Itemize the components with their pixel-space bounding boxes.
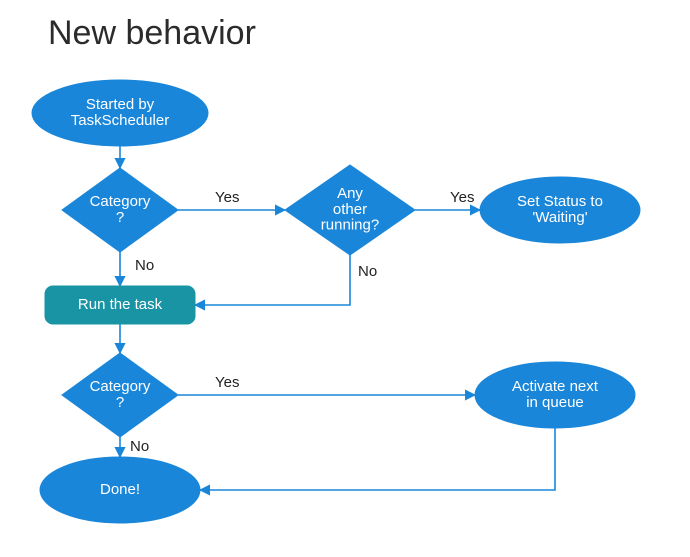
edge-label-no-7: No (130, 438, 149, 455)
edge-label-yes-6: Yes (215, 374, 239, 391)
anyrun-label: other (333, 201, 367, 218)
edge-label-no-2: No (135, 257, 154, 274)
flowchart-canvas: Yes No Yes No Yes No Started byTaskScheduler C… (0, 0, 690, 557)
waiting-label: Set Status to (517, 193, 603, 210)
anyrun-label: Any (337, 185, 363, 202)
activate-label: in queue (526, 394, 584, 411)
cat1-label: Category (90, 193, 151, 210)
waiting-label: 'Waiting' (532, 209, 587, 226)
edge-label-yes-1: Yes (215, 189, 239, 206)
anyrun-label: running? (321, 217, 379, 234)
node-start: Started byTaskScheduler (32, 80, 208, 146)
done-label: Done! (100, 481, 140, 498)
start-label: TaskScheduler (71, 112, 169, 129)
run-label: Run the task (78, 296, 163, 313)
edge-anyrun (195, 255, 350, 305)
node-cat1: Category? (62, 168, 178, 252)
activate-label: Activate next (512, 378, 599, 395)
start-label: Started by (86, 96, 155, 113)
node-done: Done! (40, 457, 200, 523)
node-cat2: Category? (62, 353, 178, 437)
edge-label-yes-3: Yes (450, 189, 474, 206)
node-anyrun: Anyotherrunning? (285, 165, 415, 255)
node-activate: Activate nextin queue (475, 362, 635, 428)
node-waiting: Set Status to'Waiting' (480, 177, 640, 243)
edge-activate (200, 428, 555, 490)
nodes-layer: Started byTaskScheduler Category? Anyother… (32, 80, 640, 523)
cat2-label: ? (116, 394, 124, 411)
cat1-label: ? (116, 209, 124, 226)
node-run: Run the task (45, 286, 195, 324)
cat2-label: Category (90, 378, 151, 395)
edge-label-no-4: No (358, 263, 377, 280)
